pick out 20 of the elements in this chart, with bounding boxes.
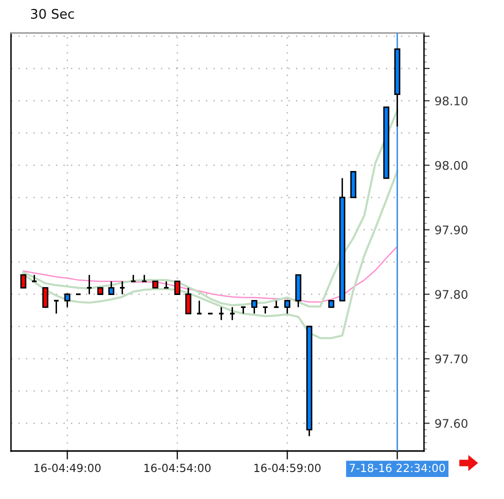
candlestick (251, 300, 258, 314)
candlestick (20, 274, 26, 288)
y-tick-label: 97.70 (435, 354, 468, 364)
y-tick-label: 97.60 (435, 418, 468, 428)
y-tick-label: 98.10 (435, 96, 468, 106)
chart-title: 30 Sec (31, 8, 74, 19)
candlestick (185, 287, 192, 314)
x-tick-label: 7-18-16 22:34:00 (350, 464, 445, 472)
candlestick (284, 300, 290, 314)
x-tick-label: 16-04:49:00 (34, 464, 101, 472)
x-tick-label: 16-04:54:00 (144, 464, 211, 472)
candlestick (108, 280, 114, 295)
y-tick-label: 98.00 (435, 160, 468, 170)
line-series (22, 246, 398, 303)
candlestick (64, 294, 70, 308)
y-tick-label: 97.90 (435, 225, 468, 234)
y-tick-label: 97.80 (435, 290, 468, 299)
x-tick-label: 16-04:59:00 (254, 464, 321, 472)
candlestick (42, 287, 48, 308)
candlestick (174, 280, 180, 295)
